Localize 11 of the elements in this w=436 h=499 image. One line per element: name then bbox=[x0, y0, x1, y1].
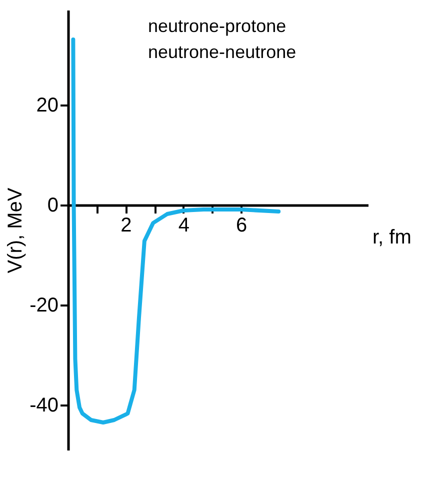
y-tick-label: -20 bbox=[30, 294, 58, 316]
x-tick-label: 2 bbox=[120, 214, 132, 236]
y-axis-title: V(r), MeV bbox=[4, 187, 27, 274]
y-tick-label: -40 bbox=[30, 394, 58, 416]
annotation: neutrone-protone bbox=[148, 16, 286, 36]
x-tick-label: 6 bbox=[236, 214, 248, 236]
y-tick-label: 20 bbox=[36, 94, 58, 116]
y-tick-label: 0 bbox=[47, 194, 58, 216]
x-axis-title: r, fm bbox=[372, 226, 412, 248]
annotation: neutrone-neutrone bbox=[148, 42, 296, 62]
x-tick-label: 4 bbox=[178, 214, 190, 236]
